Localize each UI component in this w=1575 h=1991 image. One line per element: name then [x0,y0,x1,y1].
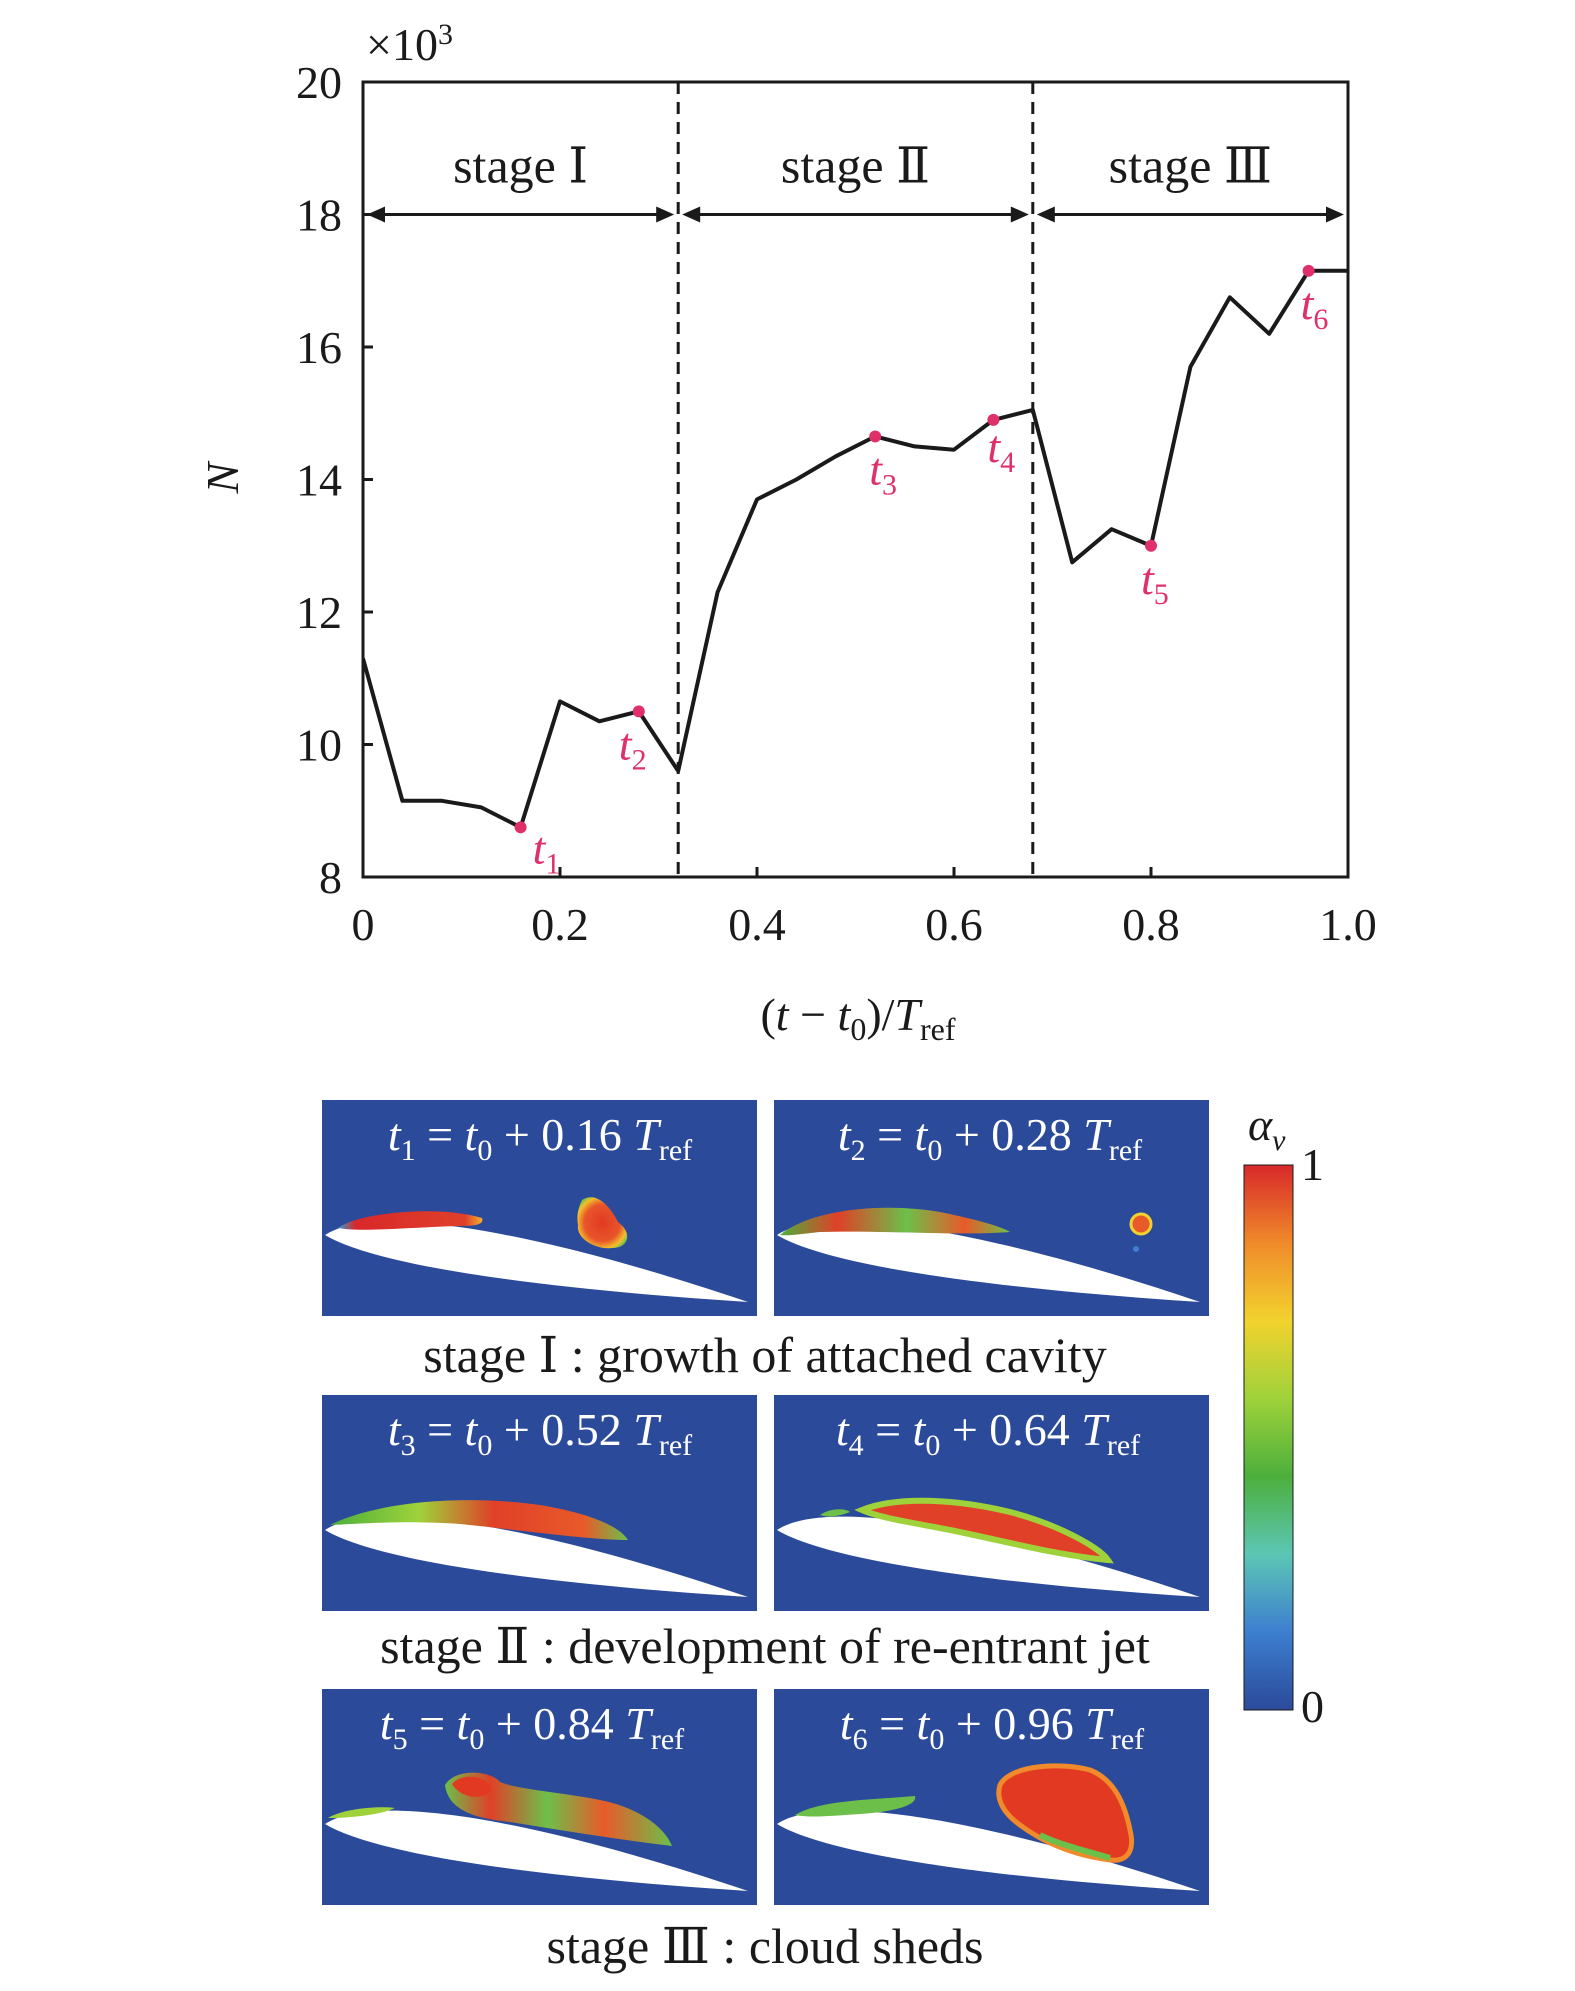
marker-point-4 [987,413,1000,426]
x-axis: 0 0.2 0.4 0.6 0.8 1.0 [352,867,1377,950]
marker-label-4: t4 [987,421,1015,479]
plot-frame [361,80,1350,879]
contour-panel-t2 [774,1100,1209,1316]
x-tick-label-5: 1.0 [1319,899,1377,950]
contour-panels: t1 = t0 + 0.16 Tref t2 = t0 + 0.28 Tref … [322,1099,1324,1974]
colorbar: αv 1 0 [1243,1099,1324,1732]
stage-label-2: stage Ⅱ [781,138,930,194]
stage-arrow-head-left-2 [682,206,701,223]
panel-label-t1: t1 = t0 + 0.16 Tref [388,1109,692,1167]
stage-arrow-head-right-1 [656,206,675,223]
marker-label-1: t1 [533,822,561,880]
colorbar-title: αv [1248,1099,1286,1157]
x-tick-label-0: 0 [352,899,375,950]
marker-label-3: t3 [869,443,897,501]
y-tick-label-1: 10 [296,720,342,771]
colorbar-max-label: 1 [1301,1139,1324,1190]
y-tick-label-6: 20 [296,57,342,108]
caption-stage-2: stage Ⅱ : development of re-entrant jet [380,1618,1150,1674]
time-markers: t1 t2 t3 t4 t5 t6 [514,264,1329,880]
marker-point-3 [869,430,882,443]
caption-stage-1: stage Ⅰ : growth of attached cavity [423,1327,1106,1383]
line-chart: 0 0.2 0.4 0.6 0.8 1.0 8 10 12 14 16 18 20 ×103 N (t… [197,18,1377,1047]
contour-panel-t1 [322,1100,757,1316]
stage-labels: stage Ⅰ stage Ⅱ stage Ⅲ [453,138,1272,194]
series-line [363,268,1348,830]
panel-label-t5: t5 = t0 + 0.84 Tref [380,1698,684,1756]
stage-label-1: stage Ⅰ [453,138,588,194]
y-tick-label-0: 8 [319,852,342,903]
panel-label-t4: t4 = t0 + 0.64 Tref [836,1404,1140,1462]
x-tick-label-4: 0.8 [1122,899,1180,950]
panel-label-t3: t3 = t0 + 0.52 Tref [388,1404,692,1462]
y-tick-label-2: 12 [296,587,342,638]
panel-label-t6: t6 = t0 + 0.96 Tref [840,1698,1144,1756]
stage-arrows [367,206,1344,223]
x-tick-label-2: 0.4 [728,899,786,950]
y-tick-label-3: 14 [296,455,342,506]
y-multiplier: ×103 [366,18,453,70]
marker-point-2 [632,705,645,718]
stage-label-3: stage Ⅲ [1109,138,1272,194]
x-axis-label: (t − t0)/Tref [760,989,955,1047]
contour-panel-t6 [774,1689,1209,1905]
marker-label-2: t2 [619,718,647,776]
stage-arrow-head-left-3 [1036,206,1055,223]
y-axis-label: N [197,460,248,494]
y-axis: 8 10 12 14 16 18 20 [296,57,373,903]
contour-panel-t3 [322,1395,757,1611]
stage-arrow-head-right-2 [1010,206,1029,223]
y-tick-label-5: 18 [296,190,342,241]
x-tick-label-3: 0.6 [925,899,983,950]
panel-label-t2: t2 = t0 + 0.28 Tref [838,1109,1142,1167]
marker-point-1 [514,821,527,834]
x-tick-label-1: 0.2 [531,899,589,950]
stage-arrow-head-left-1 [367,206,385,223]
marker-label-5: t5 [1141,553,1169,611]
contour-panel-t4 [774,1395,1209,1611]
marker-point-6 [1302,264,1315,277]
y-tick-label-4: 16 [296,322,342,373]
stage-arrow-head-right-3 [1326,206,1344,223]
marker-point-5 [1145,539,1157,552]
colorbar-min-label: 0 [1301,1681,1324,1732]
caption-stage-3: stage Ⅲ : cloud sheds [546,1918,983,1974]
contour-panel-t5 [322,1689,757,1905]
marker-label-6: t6 [1301,278,1329,336]
colorbar-scale [1243,1164,1294,1711]
stage-dividers [676,82,1035,877]
